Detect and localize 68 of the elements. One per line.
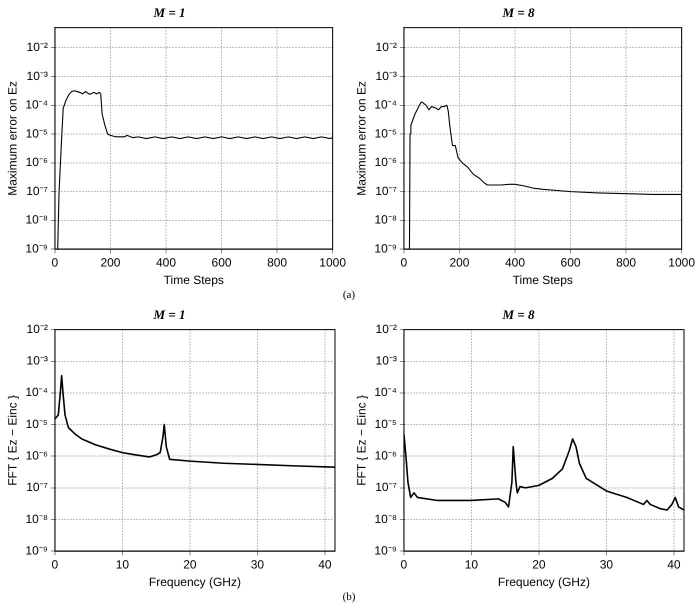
y-tick-label: 10⁻⁶ — [26, 448, 48, 463]
y-tick-label: 10⁻³ — [26, 354, 48, 368]
x-tick-label: 40 — [318, 558, 332, 572]
x-tick-label: 1000 — [319, 256, 346, 270]
x-tick-label: 0 — [52, 256, 59, 270]
y-tick-label: 10⁻⁹ — [374, 544, 397, 558]
x-tick-label: 20 — [183, 558, 197, 572]
x-tick-label: 10 — [116, 558, 130, 572]
x-tick-label: 30 — [600, 558, 614, 572]
y-tick-label: 10⁻⁷ — [26, 480, 48, 494]
y-axis-title: Maximum error on Ez — [6, 81, 20, 196]
y-tick-label: 10⁻⁵ — [26, 126, 48, 140]
text: (b) — [342, 590, 356, 604]
chart-title: M = 1 — [152, 5, 186, 20]
y-tick-label: 10⁻³ — [26, 68, 48, 83]
y-tick-label: 10⁻⁴ — [25, 385, 48, 400]
x-tick-label: 0 — [400, 558, 408, 572]
x-axis-title: Time Steps — [164, 273, 224, 288]
x-axis-title: Frequency (GHz) — [498, 575, 590, 590]
y-tick-label: 10⁻² — [26, 40, 48, 54]
chart-title: M = 1 — [152, 307, 186, 322]
y-tick-label: 10⁻⁷ — [375, 184, 397, 198]
y-axis-title: FFT { Ez − Einc } — [6, 394, 20, 486]
x-tick-label: 200 — [449, 256, 470, 270]
y-tick-label: 10⁻⁶ — [374, 448, 397, 463]
y-tick-label: 10⁻⁴ — [374, 98, 397, 112]
y-tick-label: 10⁻⁹ — [374, 242, 397, 256]
x-tick-label: 600 — [560, 256, 581, 270]
text: (a) — [342, 288, 356, 302]
chart-title: M = 8 — [502, 307, 535, 322]
x-tick-label: 30 — [250, 558, 264, 572]
y-tick-label: 10⁻⁸ — [25, 512, 48, 526]
x-tick-label: 10 — [464, 558, 478, 572]
y-tick-label: 10⁻⁸ — [374, 212, 397, 227]
x-axis-title: Frequency (GHz) — [148, 575, 241, 590]
chart-title: M = 8 — [502, 5, 535, 20]
y-tick-label: 10⁻⁵ — [374, 416, 397, 431]
y-tick-label: 10⁻⁷ — [26, 184, 48, 198]
y-tick-label: 10⁻⁶ — [374, 155, 397, 170]
y-tick-label: 10⁻⁵ — [26, 416, 48, 431]
x-axis-title: Time Steps — [512, 273, 573, 288]
y-tick-label: 10⁻² — [376, 322, 397, 336]
y-tick-label: 10⁻³ — [376, 68, 397, 83]
y-tick-label: 10⁻⁸ — [25, 212, 48, 227]
y-tick-label: 10⁻⁴ — [25, 98, 48, 112]
y-tick-label: 10⁻⁵ — [374, 126, 397, 140]
x-tick-label: 400 — [156, 256, 176, 270]
y-tick-label: 10⁻⁴ — [374, 385, 397, 400]
x-tick-label: 0 — [400, 256, 408, 270]
x-tick-label: 600 — [212, 256, 232, 270]
x-tick-label: 40 — [667, 558, 681, 572]
y-tick-label: 10⁻⁹ — [25, 544, 48, 558]
y-tick-label: 10⁻⁶ — [26, 155, 48, 170]
y-axis-title: FFT { Ez − Einc } — [354, 394, 369, 486]
y-tick-label: 10⁻⁷ — [375, 480, 397, 494]
x-tick-label: 800 — [616, 256, 636, 270]
y-tick-label: 10⁻² — [26, 322, 48, 336]
x-tick-label: 20 — [532, 558, 546, 572]
y-tick-label: 10⁻⁹ — [25, 242, 48, 256]
x-tick-label: 200 — [100, 256, 121, 270]
y-tick-label: 10⁻² — [376, 40, 397, 54]
x-tick-label: 0 — [52, 558, 59, 572]
x-tick-label: 1000 — [668, 256, 696, 270]
y-axis-title: Maximum error on Ez — [354, 81, 369, 196]
x-tick-label: 400 — [504, 256, 526, 270]
x-tick-label: 800 — [267, 256, 288, 270]
y-tick-label: 10⁻⁸ — [374, 512, 397, 526]
y-tick-label: 10⁻³ — [376, 354, 397, 368]
